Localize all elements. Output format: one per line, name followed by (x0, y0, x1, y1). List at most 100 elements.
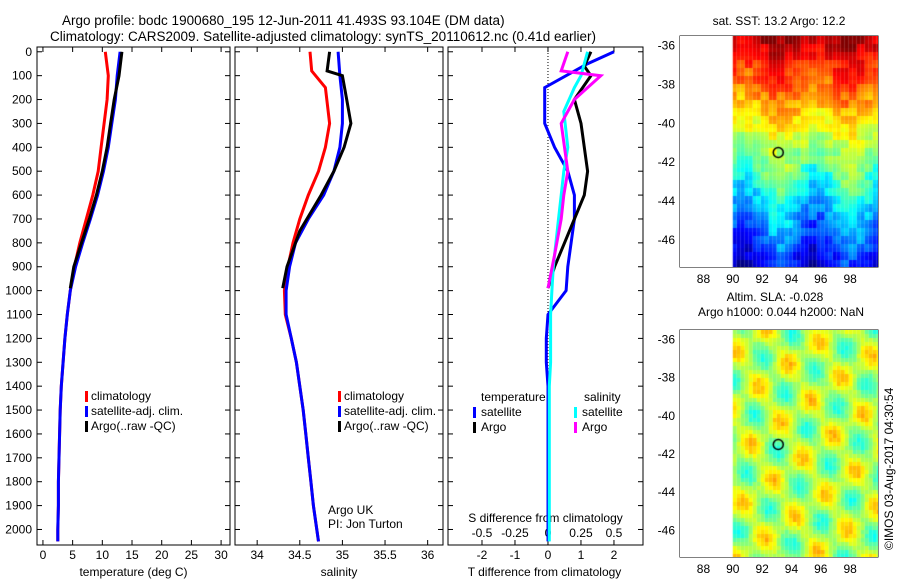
legend-label: Argo(..raw -QC) (91, 419, 176, 433)
x-tick-label: 96 (814, 272, 828, 286)
y-tick-label: 1300 (5, 355, 32, 369)
legend-header: temperature (481, 390, 546, 404)
y-tick-label: 1600 (5, 427, 32, 441)
y-tick-label: -44 (658, 194, 676, 208)
difference-panel: -2 -1 0 1 2 T difference from climatology S di… (447, 46, 644, 579)
y-tick-label: -40 (658, 409, 676, 423)
legend-swatch (338, 406, 341, 417)
x-tick-label: -2 (477, 548, 488, 562)
y-tick-label: -42 (658, 447, 676, 461)
series-satellite-adj-clim- (284, 51, 344, 542)
x-tick-label: 20 (155, 548, 169, 562)
x-tick-label: -1 (510, 548, 521, 562)
x-axis-label: T difference from climatology (468, 565, 622, 579)
y-tick-label: -38 (658, 78, 676, 92)
series-t-argo (546, 51, 593, 289)
y-tick-label: 200 (12, 93, 32, 107)
y-tick-label: 1800 (5, 475, 32, 489)
series-climatology (56, 51, 110, 542)
y-tick-label: 800 (12, 236, 32, 250)
y-tick-label: 1000 (5, 284, 32, 298)
x-tick-label: 94 (785, 562, 799, 576)
series-climatology (282, 51, 332, 542)
legend-swatch (85, 406, 88, 417)
series-argo-raw-qc- (281, 51, 353, 289)
x-tick-label: 34 (250, 548, 264, 562)
y-tick-label: -36 (658, 39, 676, 53)
y-tick-label: 700 (12, 212, 32, 226)
y-tick-label: -44 (658, 485, 676, 499)
x-tick-label: 90 (726, 272, 740, 286)
y-tick-label: 1700 (5, 451, 32, 465)
legend-label: Argo (481, 420, 507, 434)
x-tick-label: 98 (843, 562, 857, 576)
legend-label: climatology (344, 389, 404, 403)
axes-frame (234, 46, 444, 546)
y-tick-label: 1400 (5, 379, 32, 393)
salinity-panel: 34 34.5 35 35.5 36 salinity climatologysatelli… (234, 46, 444, 579)
y-tick-label: -36 (658, 333, 676, 347)
x-tick-label: 36 (421, 548, 435, 562)
x-tick-label: 0 (40, 548, 47, 562)
title-line2: Climatology: CARS2009. Satellite-adjuste… (50, 29, 597, 44)
axes-frame (447, 46, 644, 546)
x-axis-label: salinity (321, 565, 358, 579)
x-tick-label: 88 (697, 272, 711, 286)
x-tick-label: 25 (185, 548, 199, 562)
x-axis-label: temperature (deg C) (79, 565, 187, 579)
y-tick-label: 300 (12, 116, 32, 130)
x2-tick-label: 0.25 (569, 526, 593, 540)
x-tick-label: 2 (611, 548, 618, 562)
legend-swatch (85, 421, 88, 432)
y-tick-label: 0 (25, 45, 32, 59)
annotation: PI: Jon Turton (328, 517, 403, 531)
x-tick-label: 34.5 (288, 548, 312, 562)
temperature-panel: 0 5 10 15 20 25 300100200300400500600700800900… (5, 45, 231, 579)
x-tick-label: 35.5 (373, 548, 397, 562)
y-tick-label: 400 (12, 140, 32, 154)
annotation: Argo UK (328, 503, 373, 517)
series-t-satellite (543, 50, 615, 542)
legend-label: satellite-adj. clim. (91, 404, 183, 418)
y-tick-label: 900 (12, 260, 32, 274)
legend-label: satellite (481, 405, 522, 419)
x-tick-label: 96 (814, 562, 828, 576)
x-tick-label: 1 (578, 548, 585, 562)
y-tick-label: 1500 (5, 403, 32, 417)
series-s-argo (546, 51, 605, 289)
x-tick-label: 0 (545, 548, 552, 562)
axes-frame (36, 46, 231, 546)
y-tick-label: 2000 (5, 522, 32, 536)
series-argo-raw-qc- (68, 51, 124, 289)
sla-map-image (680, 330, 878, 557)
x2-tick-label: -0.25 (501, 526, 529, 540)
legend-swatch (574, 422, 577, 433)
sst-map-image (680, 36, 878, 267)
x-tick-label: 5 (69, 548, 76, 562)
legend-swatch (85, 391, 88, 402)
legend-label: satellite (582, 405, 623, 419)
map-subtitle: Argo h1000: 0.044 h2000: NaN (698, 305, 864, 319)
y-tick-label: -40 (658, 116, 676, 130)
legend-label: Argo(..raw -QC) (344, 419, 429, 433)
y-tick-label: -46 (658, 233, 676, 247)
y-tick-label: -38 (658, 371, 676, 385)
y-tick-label: 100 (12, 69, 32, 83)
x-tick-label: 92 (755, 272, 769, 286)
x-tick-label: 94 (785, 272, 799, 286)
credit-text: ©IMOS 03-Aug-2017 04:30:54 (882, 387, 896, 550)
x2-tick-label: 0.5 (606, 526, 623, 540)
sla-map: 88 90 92 94 96 98 -36 -38 -40 -42 -44 -46 Altim. SLA… (658, 290, 879, 576)
map-title: sat. SST: 13.2 Argo: 12.2 (713, 14, 846, 28)
legend-label: climatology (91, 389, 151, 403)
legend-label: Argo (582, 420, 608, 434)
x-tick-label: 10 (96, 548, 110, 562)
x-tick-label: 30 (214, 548, 228, 562)
y-tick-label: 1100 (6, 308, 32, 322)
x-tick-label: 35 (336, 548, 350, 562)
x-tick-label: 92 (755, 562, 769, 576)
y-tick-label: -46 (658, 523, 676, 537)
x-tick-label: 15 (125, 548, 139, 562)
legend-header: salinity (584, 390, 621, 404)
